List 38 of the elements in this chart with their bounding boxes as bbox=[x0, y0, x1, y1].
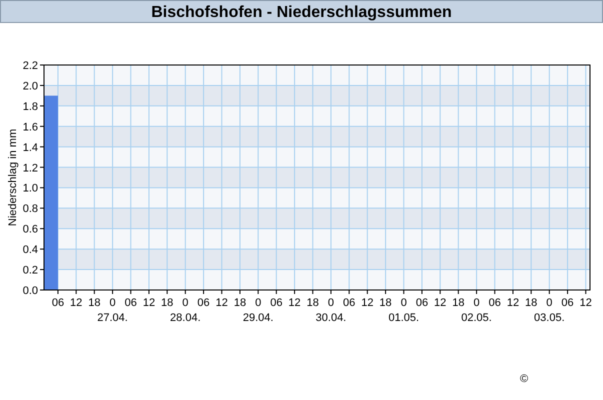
x-tick-label: 18 bbox=[525, 297, 538, 309]
y-tick-label: 0.6 bbox=[22, 224, 38, 236]
x-tick-label: 06 bbox=[561, 297, 574, 309]
x-tick-label: 18 bbox=[306, 297, 319, 309]
y-tick-label: 1.4 bbox=[22, 142, 38, 154]
y-tick-label: 2.0 bbox=[22, 80, 38, 92]
x-tick-label: 12 bbox=[580, 297, 592, 309]
x-tick-label: 06 bbox=[488, 297, 501, 309]
x-tick-label: 12 bbox=[142, 297, 156, 309]
y-tick-label: 1.6 bbox=[22, 121, 38, 134]
y-tick-label: 0.2 bbox=[22, 264, 38, 277]
y-tick-label: 1.2 bbox=[22, 162, 38, 174]
x-tick-label: 18 bbox=[88, 297, 100, 309]
chart-title: Bischofshofen - Niederschlagssummen bbox=[151, 4, 452, 21]
x-tick-label: 06 bbox=[343, 297, 356, 309]
y-tick-label: 0.8 bbox=[22, 203, 38, 216]
x-tick-label: 06 bbox=[270, 297, 282, 309]
y-axis-title: Niederschlag in mm bbox=[7, 128, 19, 226]
y-tick-label: 2.2 bbox=[22, 60, 38, 72]
y-tick-label: 1.0 bbox=[22, 182, 38, 195]
x-tick-label: 12 bbox=[288, 297, 301, 309]
x-tick-label: 18 bbox=[161, 297, 174, 309]
text: © bbox=[520, 373, 528, 385]
x-tick-label: 06 bbox=[52, 297, 64, 309]
x-tick-label: 18 bbox=[452, 297, 464, 309]
x-tick-label: 06 bbox=[416, 297, 428, 309]
y-tick-label: 0.4 bbox=[22, 244, 38, 256]
x-tick-label: 18 bbox=[234, 297, 246, 309]
x-tick-label: 12 bbox=[70, 297, 82, 309]
x-tick-label: 18 bbox=[379, 297, 392, 309]
x-tick-label: 12 bbox=[361, 297, 374, 309]
x-tick-label: 12 bbox=[434, 297, 446, 309]
y-tick-label: 0.0 bbox=[22, 285, 38, 297]
x-tick-label: 06 bbox=[197, 297, 210, 309]
x-tick-label: 12 bbox=[216, 297, 228, 309]
y-tick-label: 1.8 bbox=[22, 100, 38, 113]
x-tick-label: 12 bbox=[506, 297, 520, 309]
x-tick-label: 06 bbox=[124, 297, 137, 309]
